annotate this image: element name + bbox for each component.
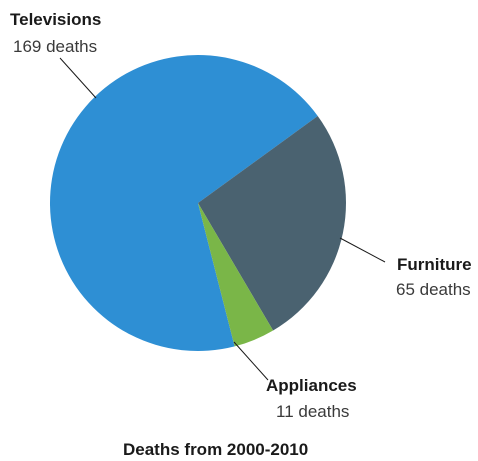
slice-furniture xyxy=(198,116,346,331)
chart-title: Deaths from 2000-2010 xyxy=(123,440,308,459)
leader-line-televisions xyxy=(59,57,97,99)
leader-lines xyxy=(59,57,386,381)
label-appliances-name: Appliances xyxy=(266,376,357,395)
slice-televisions xyxy=(49,55,318,352)
label-appliances-value: 11 deaths xyxy=(276,402,349,421)
slice-labels: Televisions 169 deaths Furniture 65 deat… xyxy=(10,10,472,421)
label-televisions-name: Televisions xyxy=(10,10,101,29)
leader-line-appliances xyxy=(233,341,269,381)
pie-slices xyxy=(49,55,346,352)
leader-line-furniture xyxy=(339,237,386,263)
label-televisions-value: 169 deaths xyxy=(13,37,97,56)
slice-appliances xyxy=(198,203,274,347)
label-furniture-name: Furniture xyxy=(397,255,472,274)
label-furniture-value: 65 deaths xyxy=(396,280,471,299)
